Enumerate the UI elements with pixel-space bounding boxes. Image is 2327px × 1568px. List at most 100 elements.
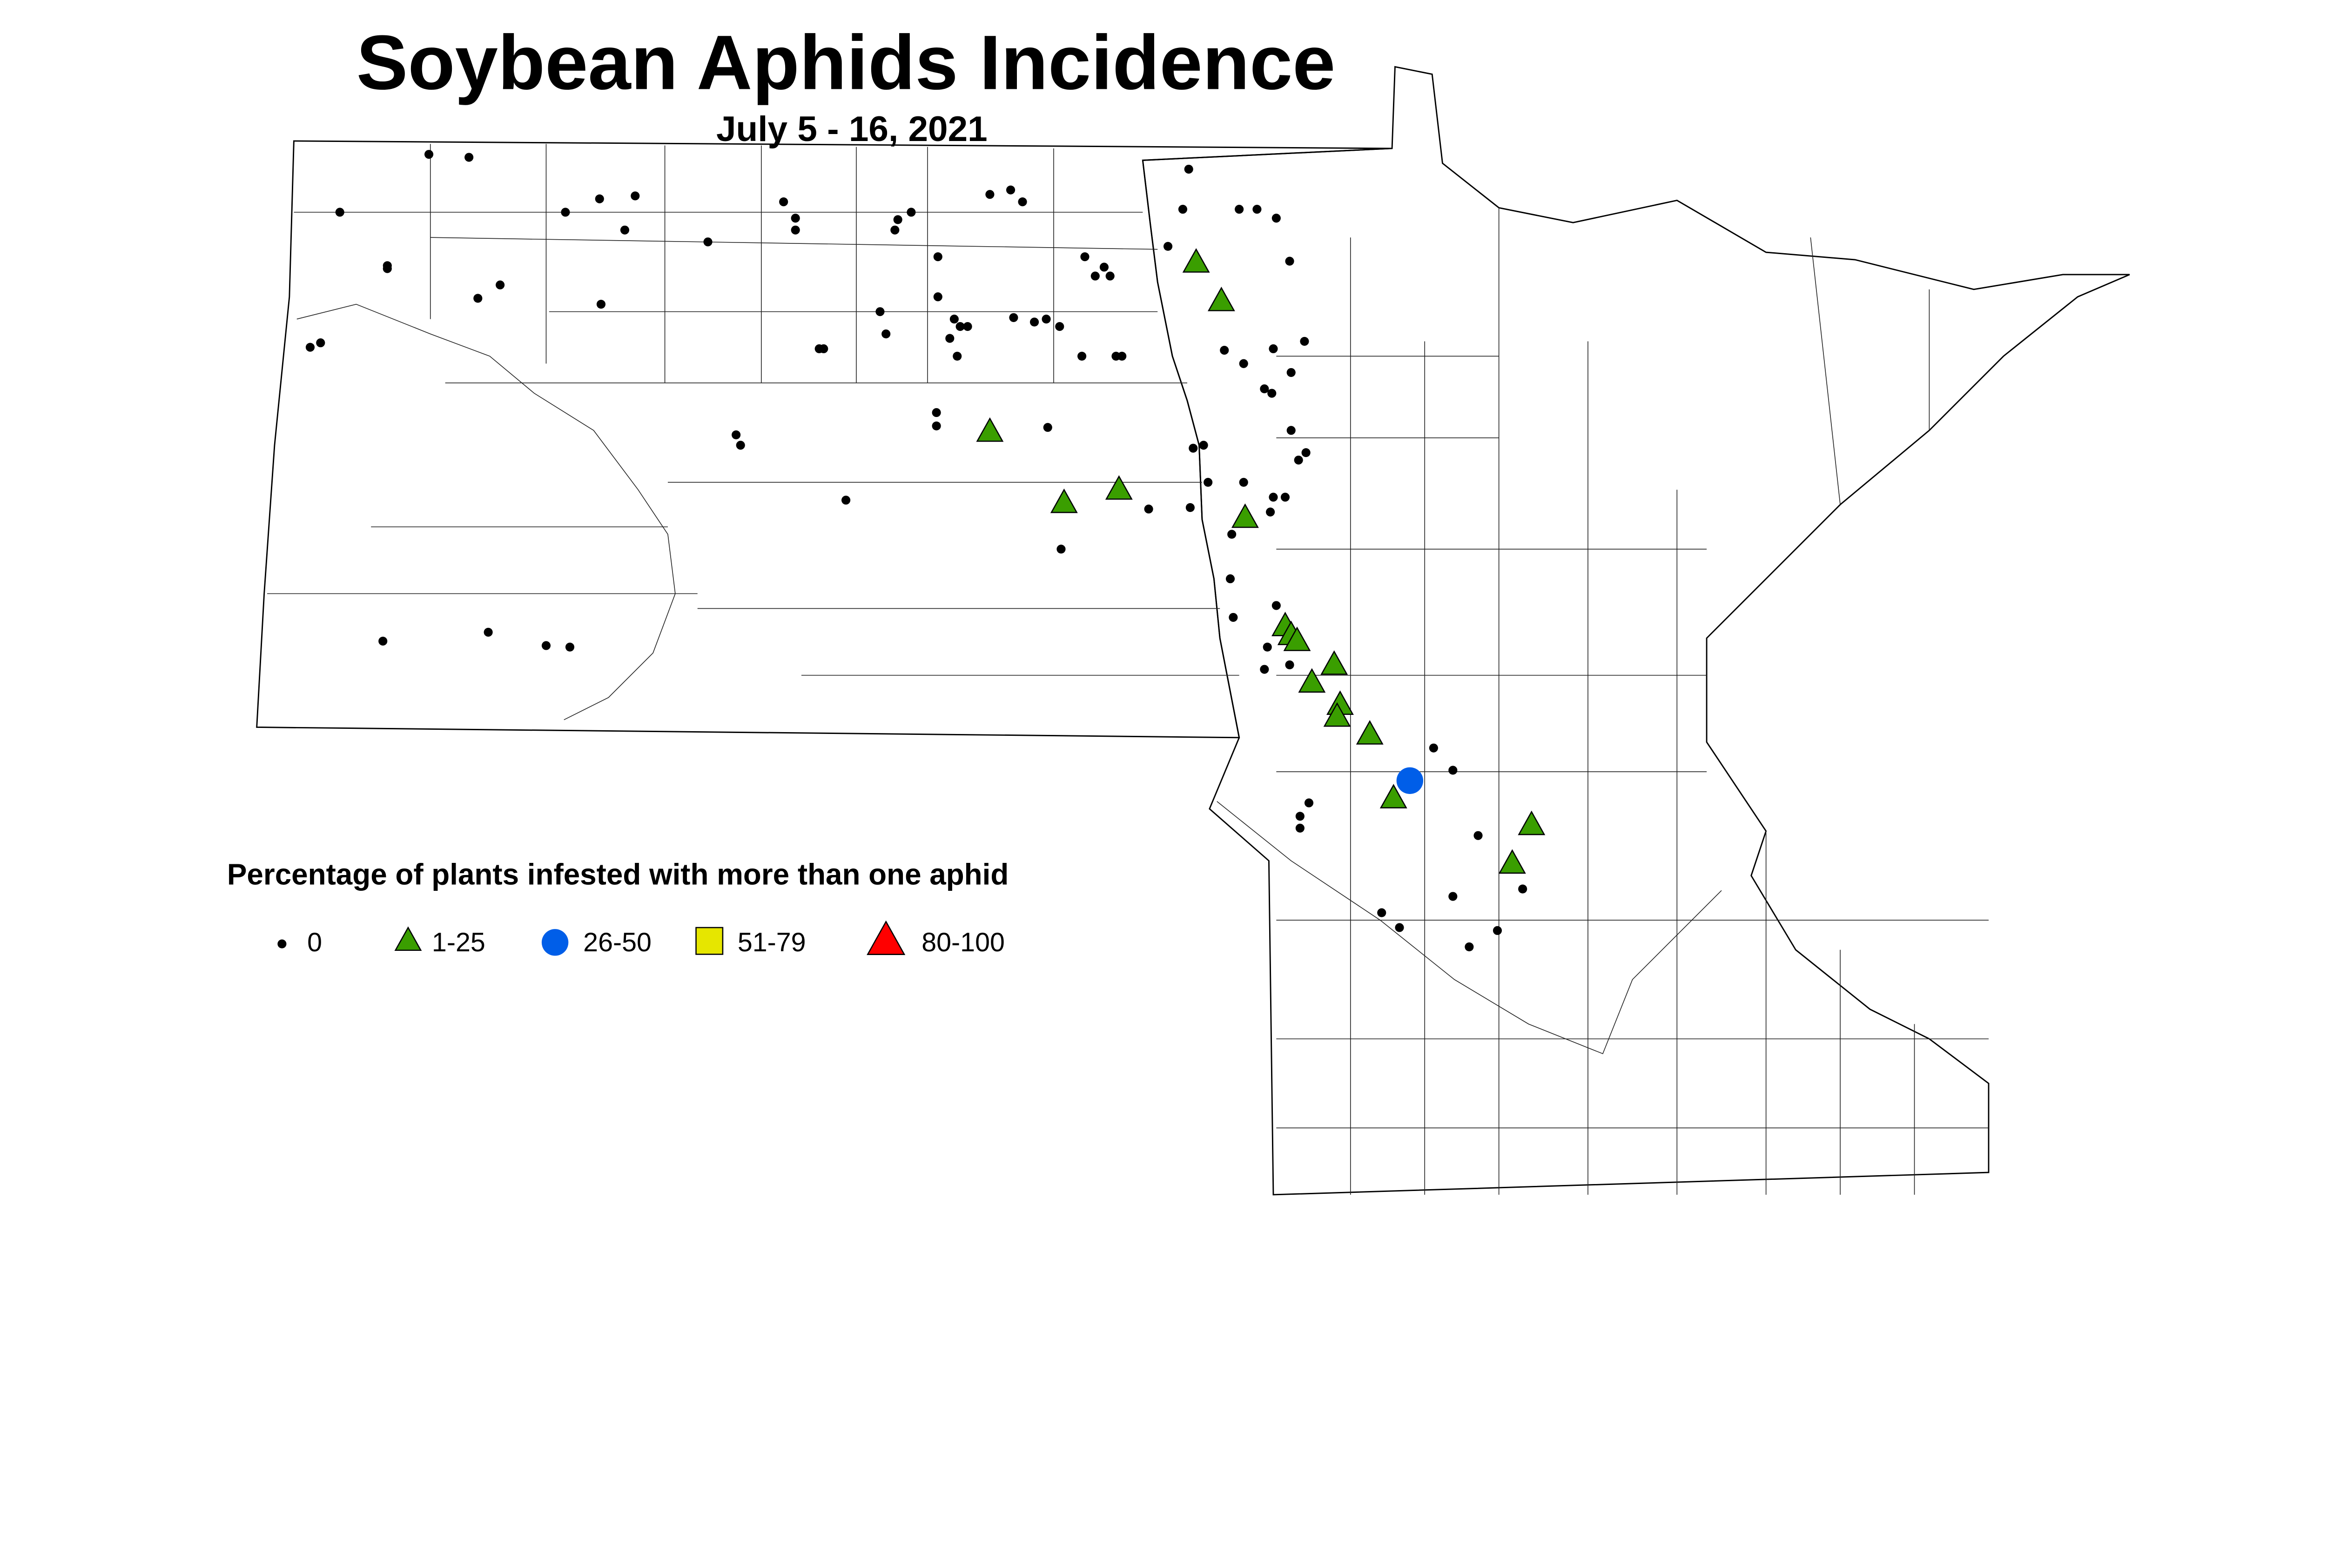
site-0-percent — [1009, 313, 1018, 322]
site-0-percent — [779, 197, 788, 207]
legend-label: 1-25 — [432, 928, 485, 957]
county-line — [430, 237, 1158, 250]
legend: 0 1-25 26-50 51-79 80-100 — [277, 920, 1005, 957]
site-0-percent — [1267, 389, 1277, 398]
site-0-percent — [1090, 271, 1100, 281]
site-1-25-percent — [1105, 475, 1133, 500]
site-0-percent — [907, 208, 916, 217]
site-0-percent — [1117, 351, 1127, 361]
legend-item-26-50: 26-50 — [541, 928, 652, 957]
site-1-25-percent — [1379, 784, 1407, 808]
site-0-percent — [473, 294, 483, 303]
site-0-percent — [1227, 530, 1237, 539]
legend-title: Percentage of plants infested with more … — [227, 858, 1009, 891]
site-0-percent — [1239, 478, 1248, 487]
site-0-percent — [1301, 448, 1311, 458]
legend-label: 80-100 — [921, 928, 1005, 957]
triangle-icon — [394, 926, 422, 951]
site-1-25-percent — [1298, 668, 1326, 693]
site-1-25-percent — [1231, 503, 1259, 528]
site-0-percent — [1295, 823, 1305, 833]
site-0-percent — [1055, 322, 1064, 331]
site-0-percent — [1465, 942, 1474, 951]
site-0-percent — [932, 408, 941, 417]
square-icon — [695, 927, 724, 955]
site-0-percent — [1429, 743, 1438, 753]
site-0-percent — [1285, 660, 1294, 670]
site-0-percent — [1225, 574, 1235, 584]
site-0-percent — [565, 642, 575, 652]
site-0-percent — [484, 627, 493, 637]
site-0-percent — [1271, 601, 1281, 610]
site-0-percent — [1448, 766, 1458, 775]
legend-label: 0 — [307, 928, 322, 957]
site-0-percent — [933, 292, 942, 302]
site-0-percent — [841, 496, 851, 505]
site-0-percent — [1204, 478, 1213, 487]
site-1-25-percent — [1498, 849, 1526, 874]
site-0-percent — [1263, 642, 1272, 652]
site-0-percent — [1030, 317, 1039, 327]
site-0-percent — [620, 225, 630, 235]
site-0-percent — [1300, 336, 1309, 346]
site-0-percent — [1280, 492, 1290, 502]
site-0-percent — [1518, 884, 1527, 894]
site-0-percent — [378, 636, 388, 646]
site-0-percent — [305, 343, 315, 352]
site-0-percent — [703, 237, 713, 247]
site-0-percent — [1099, 262, 1109, 272]
site-0-percent — [949, 315, 959, 324]
site-0-percent — [953, 351, 962, 361]
site-0-percent — [945, 334, 955, 343]
site-0-percent — [496, 280, 505, 289]
site-0-percent — [595, 194, 604, 203]
site-0-percent — [1056, 545, 1066, 554]
site-0-percent — [1266, 507, 1275, 517]
site-0-percent — [424, 150, 434, 159]
aphid-incidence-map: Soybean Aphids Incidence July 5 - 16, 20… — [227, 20, 2130, 1196]
legend-item-1-25: 1-25 — [394, 926, 485, 957]
site-0-percent — [1229, 612, 1238, 622]
dot-icon — [277, 939, 287, 949]
site-0-percent — [383, 264, 392, 273]
site-0-percent — [1260, 665, 1269, 674]
site-0-percent — [875, 307, 885, 316]
site-0-percent — [791, 225, 800, 235]
site-1-25-percent — [1323, 702, 1351, 727]
site-0-percent — [932, 421, 941, 431]
site-0-percent — [1185, 503, 1195, 512]
site-0-percent — [1286, 368, 1296, 377]
site-0-percent — [1164, 242, 1173, 251]
site-1-25-percent — [1283, 626, 1311, 651]
site-1-25-percent — [1320, 650, 1348, 675]
site-1-25-percent — [1050, 488, 1078, 513]
site-0-percent — [1286, 426, 1296, 435]
site-1-25-percent — [1207, 287, 1235, 311]
site-0-percent — [1473, 831, 1483, 840]
site-0-percent — [1271, 214, 1281, 223]
site-0-percent — [596, 300, 606, 309]
map-title: Soybean Aphids Incidence — [356, 20, 1336, 106]
site-0-percent — [1377, 908, 1386, 917]
site-1-25-percent — [1182, 248, 1210, 273]
site-0-percent — [1144, 505, 1153, 514]
site-0-percent — [1304, 798, 1314, 808]
state-outlines — [256, 66, 2130, 1196]
site-0-percent — [1080, 252, 1090, 262]
site-0-percent — [1199, 441, 1208, 450]
site-0-percent — [890, 225, 900, 235]
site-0-percent — [881, 329, 891, 339]
site-0-percent — [1042, 315, 1051, 324]
site-0-percent — [1239, 359, 1248, 368]
site-0-percent — [1252, 205, 1262, 214]
site-0-percent — [1285, 256, 1294, 266]
site-0-percent — [1178, 205, 1188, 214]
county-boundaries — [267, 144, 1989, 1195]
site-0-percent — [1235, 205, 1244, 214]
site-0-percent — [464, 153, 474, 162]
map-subtitle: July 5 - 16, 2021 — [716, 109, 988, 149]
site-0-percent — [963, 322, 972, 331]
site-0-percent — [1493, 926, 1502, 935]
triangle-icon — [867, 920, 906, 955]
survey-sites — [305, 150, 1546, 951]
